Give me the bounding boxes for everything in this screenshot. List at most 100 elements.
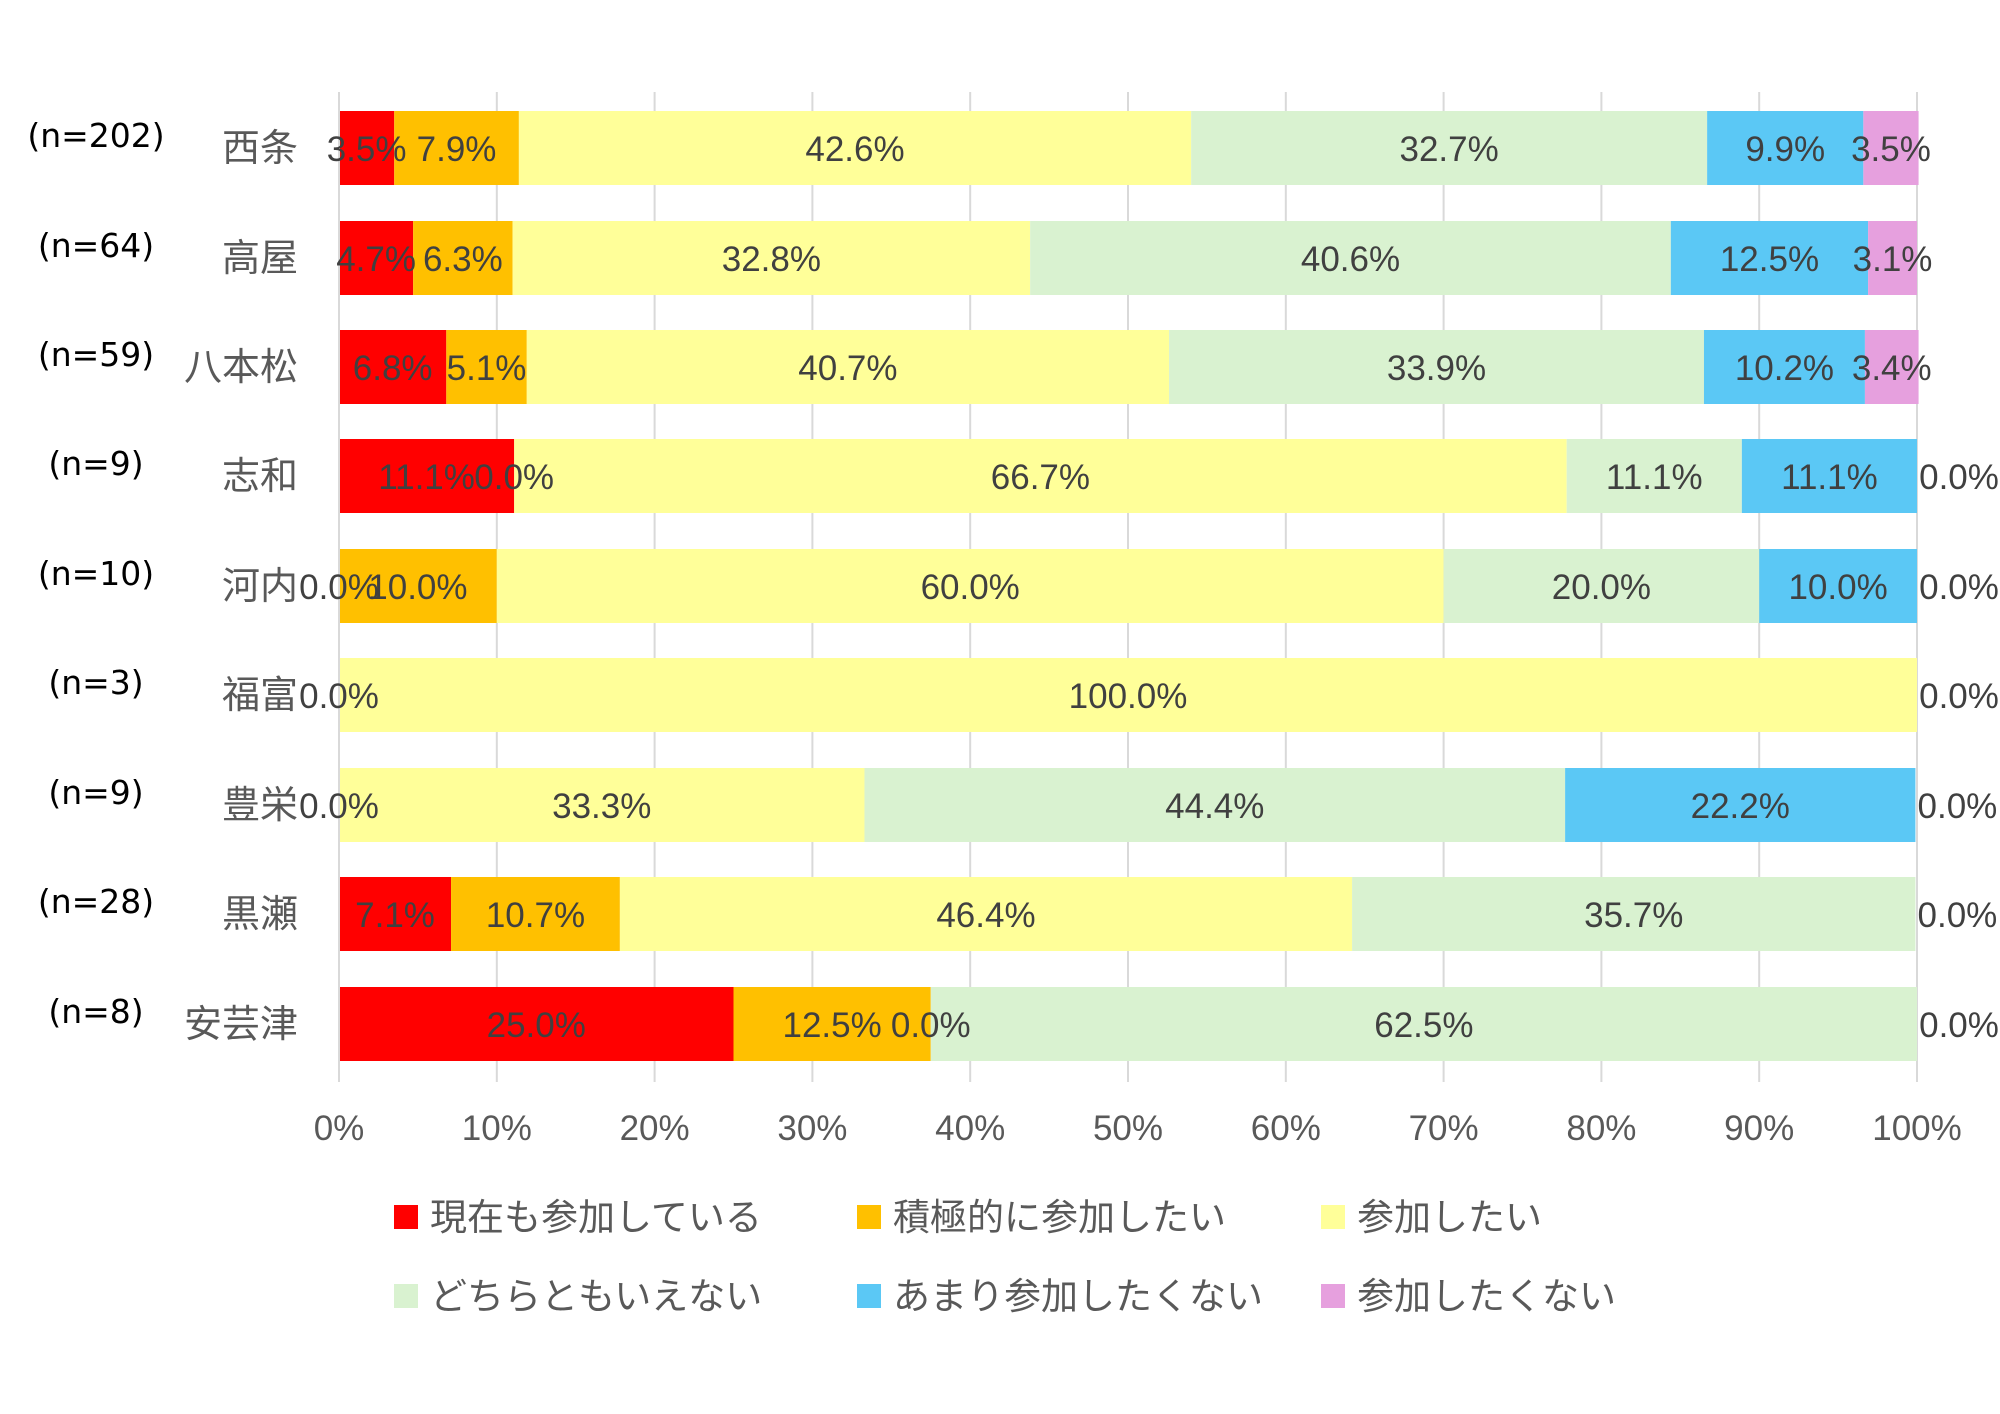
- bar-segment: [339, 768, 865, 842]
- data-label: 12.5%: [783, 1006, 882, 1045]
- bar-segment: [339, 658, 1917, 732]
- bar-segment: [930, 987, 1917, 1061]
- data-label: 40.7%: [798, 349, 897, 388]
- bar-segment: [339, 549, 497, 623]
- data-label: 11.1%: [1781, 458, 1878, 497]
- data-label: 4.7%: [336, 240, 416, 279]
- data-label: 46.4%: [936, 896, 1035, 935]
- sample-size-label: (n=9): [48, 444, 143, 483]
- bar-segment: [1741, 439, 1917, 513]
- data-label: 60.0%: [921, 568, 1020, 607]
- x-tick-label: 0%: [314, 1109, 365, 1148]
- legend-label: どちらともいえない: [430, 1275, 762, 1318]
- data-label: 7.9%: [417, 130, 497, 169]
- bar-segment: [339, 877, 452, 951]
- bar-segment: [1864, 330, 1919, 404]
- data-label: 7.1%: [355, 896, 435, 935]
- data-label: 11.1%: [378, 458, 475, 497]
- data-label: 0.0%: [1918, 896, 1998, 935]
- bar-segment: [339, 987, 734, 1061]
- sample-size-label: (n=59): [38, 335, 154, 374]
- x-tick-label: 60%: [1251, 1109, 1321, 1148]
- category-label: 豊栄: [222, 783, 298, 827]
- x-tick-label: 100%: [1872, 1109, 1962, 1148]
- data-label: 10.2%: [1735, 349, 1834, 388]
- bar-segment: [339, 439, 515, 513]
- data-label: 25.0%: [487, 1006, 586, 1045]
- sample-size-label: (n=10): [38, 554, 154, 593]
- data-label: 66.7%: [991, 458, 1090, 497]
- bar-segment: [1703, 330, 1865, 404]
- bar-segment: [339, 330, 447, 404]
- legend-label: 現在も参加している: [430, 1196, 762, 1239]
- data-label: 0.0%: [891, 1006, 971, 1045]
- data-label: 9.9%: [1745, 130, 1825, 169]
- legend-label: あまり参加したくない: [893, 1275, 1263, 1318]
- legend-label: 参加したい: [1357, 1196, 1542, 1239]
- data-label: 10.0%: [1788, 568, 1887, 607]
- data-label: 0.0%: [299, 787, 379, 826]
- category-label: 黒瀬: [222, 892, 298, 936]
- bar-segment: [619, 877, 1353, 951]
- data-label: 0.0%: [299, 568, 379, 607]
- bar-segment: [1030, 221, 1671, 295]
- bar-segment: [864, 768, 1566, 842]
- data-label: 32.7%: [1399, 130, 1498, 169]
- bar-segment: [339, 221, 414, 295]
- category-label: 河内: [222, 564, 298, 608]
- data-label: 62.5%: [1374, 1006, 1473, 1045]
- category-label: 高屋: [222, 236, 298, 280]
- x-tick-label: 90%: [1724, 1109, 1794, 1148]
- x-tick-label: 40%: [935, 1109, 1005, 1148]
- bar-segment: [1566, 439, 1742, 513]
- data-label: 5.1%: [447, 349, 527, 388]
- x-tick-label: 70%: [1409, 1109, 1479, 1148]
- data-label: 0.0%: [1918, 787, 1998, 826]
- data-label: 33.3%: [552, 787, 651, 826]
- bar-segment: [1759, 549, 1917, 623]
- data-label: 11.1%: [1606, 458, 1703, 497]
- sample-size-label: (n=3): [48, 663, 143, 702]
- sample-size-label: (n=202): [27, 116, 164, 155]
- data-label: 42.6%: [805, 130, 904, 169]
- bar-segment: [733, 987, 931, 1061]
- sample-size-label: (n=64): [38, 226, 154, 265]
- data-label: 3.4%: [1852, 349, 1932, 388]
- data-label: 3.1%: [1853, 240, 1933, 279]
- bar-segment: [1670, 221, 1869, 295]
- data-label: 10.0%: [368, 568, 467, 607]
- x-tick-label: 10%: [462, 1109, 532, 1148]
- data-label: 35.7%: [1584, 896, 1683, 935]
- legend-swatch: [857, 1284, 881, 1308]
- data-label: 20.0%: [1552, 568, 1651, 607]
- legend-label: 参加したくない: [1357, 1275, 1616, 1318]
- legend-swatch: [394, 1284, 418, 1308]
- category-label: 安芸津: [184, 1002, 298, 1046]
- category-label: 八本松: [184, 345, 298, 389]
- bar-segment: [1352, 877, 1916, 951]
- bar-segment: [514, 439, 1567, 513]
- bar-segment: [526, 330, 1170, 404]
- bar-segment: [512, 221, 1031, 295]
- category-label: 福富: [222, 673, 298, 717]
- category-label: 志和: [222, 454, 298, 498]
- data-label: 12.5%: [1720, 240, 1819, 279]
- data-label: 0.0%: [1919, 677, 1999, 716]
- bar-segment: [518, 111, 1192, 185]
- bar-segment: [339, 111, 395, 185]
- bar-segment: [1443, 549, 1760, 623]
- data-label: 100.0%: [1069, 677, 1188, 716]
- data-label: 44.4%: [1165, 787, 1264, 826]
- data-label: 3.5%: [1851, 130, 1931, 169]
- sample-size-label: (n=28): [38, 882, 154, 921]
- legend-label: 積極的に参加したい: [893, 1196, 1226, 1239]
- sample-size-label: (n=9): [48, 773, 143, 812]
- bar-segment: [446, 330, 527, 404]
- data-label: 40.6%: [1301, 240, 1400, 279]
- bar-segment: [451, 877, 620, 951]
- data-label: 0.0%: [474, 458, 554, 497]
- bar-segment: [1565, 768, 1916, 842]
- bar-segment: [496, 549, 1444, 623]
- bar-segment: [1863, 111, 1919, 185]
- data-label: 6.8%: [353, 349, 433, 388]
